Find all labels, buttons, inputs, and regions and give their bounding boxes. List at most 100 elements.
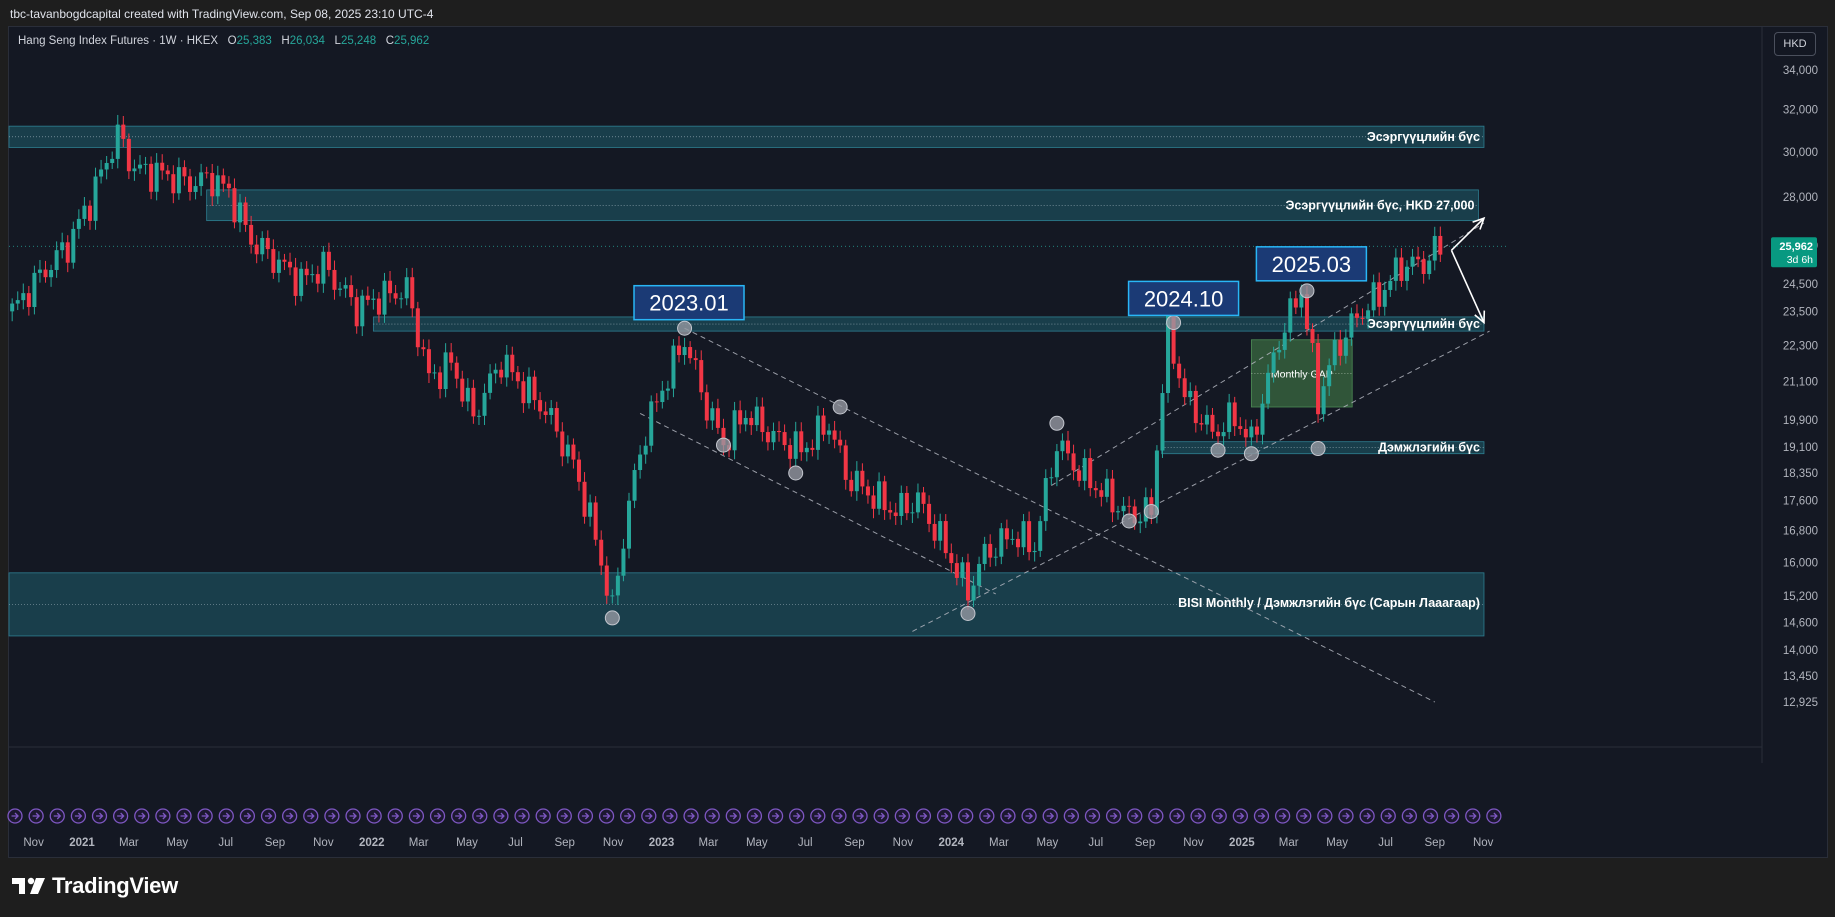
candle <box>921 486 926 514</box>
candle-body <box>1160 393 1165 451</box>
candle-body <box>1310 329 1315 343</box>
tradingview-logo[interactable]: TradingView <box>12 873 178 899</box>
candle-body <box>276 259 281 273</box>
marker-arrow <box>286 812 294 820</box>
candle-body <box>421 347 426 350</box>
candle-body <box>543 411 548 415</box>
candle <box>1182 368 1187 405</box>
time-tick-label: 2022 <box>359 837 385 849</box>
candle <box>988 534 993 567</box>
candle <box>1388 275 1393 297</box>
candle-body <box>338 288 343 290</box>
event-marker-icon <box>1190 808 1206 824</box>
price-tick-label: 19,100 <box>1783 442 1818 454</box>
time-tick-label: Sep <box>554 837 574 849</box>
marker-arrow <box>265 812 273 820</box>
price-tick-label: 14,000 <box>1783 645 1818 657</box>
candle-body <box>299 268 304 296</box>
candle <box>838 430 843 453</box>
candle-body <box>610 595 615 597</box>
candle <box>1416 246 1421 268</box>
candle-body <box>777 430 782 433</box>
candle <box>1354 304 1359 328</box>
candle-body <box>1110 478 1115 513</box>
zone-label: BISI Monthly / Дэмжлэгийн бүс (Сарын Лаа… <box>1178 596 1480 610</box>
event-marker-icon <box>598 808 615 824</box>
time-tick-label: Jul <box>1088 837 1103 849</box>
candle <box>938 513 943 551</box>
candle-body <box>226 183 231 189</box>
candle-body <box>1015 538 1020 548</box>
marker-arrow <box>793 812 801 820</box>
candle-body <box>326 251 331 270</box>
candle <box>632 463 637 509</box>
candle-body <box>1293 298 1298 308</box>
time-tick-label: Jul <box>1378 837 1393 849</box>
time-tick-label: 2021 <box>69 837 95 849</box>
candle <box>510 346 515 381</box>
candle <box>1210 407 1215 439</box>
candle-body <box>549 408 554 415</box>
arrow-shaft <box>1450 250 1485 323</box>
candle <box>254 235 259 264</box>
marker-arrow <box>1215 812 1224 820</box>
time-tick-label: Sep <box>1135 837 1155 849</box>
candle <box>1065 430 1070 461</box>
candle-body <box>1288 298 1293 333</box>
labels-layer: 2023.01 2024.10 2025.03 <box>633 216 1486 325</box>
candle-body <box>982 543 987 564</box>
price-tag-value: 25,962 <box>1779 241 1813 253</box>
candle <box>977 556 982 596</box>
candle-body <box>321 251 326 284</box>
candle <box>749 411 754 435</box>
high-value: 26,034 <box>289 35 325 47</box>
candle-body <box>126 138 131 172</box>
candle-body <box>893 512 898 516</box>
candle-body <box>1416 256 1421 260</box>
candle-body <box>288 261 293 268</box>
candle <box>476 409 481 426</box>
candle <box>87 200 92 230</box>
candle-body <box>871 495 876 509</box>
marker-arrow <box>750 812 759 820</box>
candle-body <box>154 162 159 192</box>
candle <box>160 154 165 180</box>
candle-body <box>1304 294 1309 330</box>
candle <box>315 265 320 293</box>
marker-arrow <box>581 812 590 820</box>
candle-body <box>1316 342 1321 415</box>
price-tick-label: 22,300 <box>1783 341 1818 353</box>
event-marker-icon <box>1084 808 1101 824</box>
candle <box>1371 274 1376 318</box>
marker-arrow <box>1046 812 1055 820</box>
high-label: H <box>281 35 290 47</box>
candle-body <box>460 378 465 402</box>
currency-button[interactable]: HKD <box>1774 32 1816 56</box>
candle-body <box>471 387 476 417</box>
candle-body <box>410 277 415 309</box>
candle-body <box>432 372 437 374</box>
candle-body <box>1299 294 1304 308</box>
marker-arrow <box>729 812 738 820</box>
candle-body <box>204 172 209 174</box>
event-marker-icon <box>556 808 572 824</box>
candle <box>1193 385 1198 433</box>
candle-body <box>1260 403 1265 435</box>
marker-arrow <box>1152 812 1160 820</box>
candle-body <box>349 285 354 298</box>
candle <box>426 339 431 384</box>
pivot-marker <box>1310 441 1326 457</box>
candle-body <box>293 267 298 296</box>
candle-body <box>849 479 854 492</box>
candle-body <box>999 528 1004 557</box>
event-marker-icon <box>894 808 910 824</box>
candle <box>1138 514 1143 534</box>
candle <box>854 461 859 501</box>
candle <box>238 194 243 233</box>
candle-body <box>1199 423 1204 425</box>
candle-body <box>943 521 948 554</box>
tradingview-logo-icon <box>12 877 45 894</box>
candle-body <box>1116 511 1121 513</box>
candle-body <box>37 269 42 273</box>
